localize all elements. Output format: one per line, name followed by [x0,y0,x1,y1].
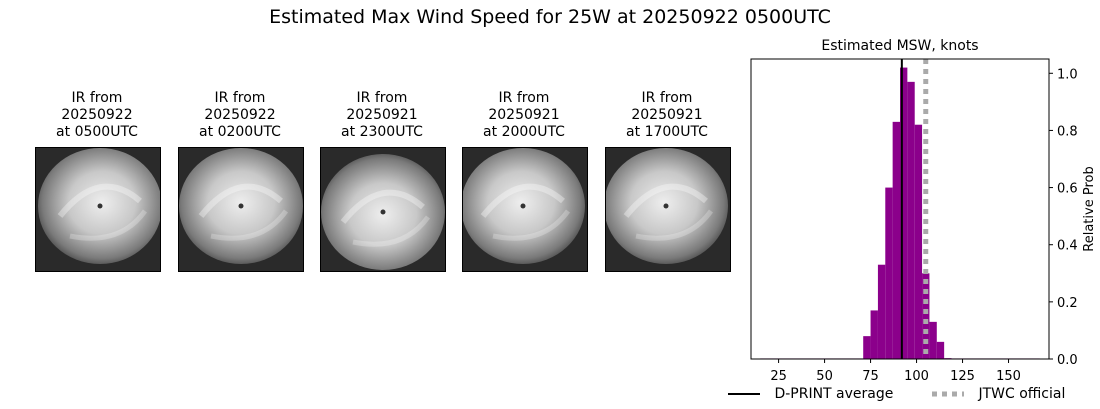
y-tick-label: 0.6 [1057,182,1078,197]
ir-caption: IR from 20250921 at 2000UTC [459,90,589,141]
histogram-bar [936,341,945,359]
legend-dprint-label: D-PRINT average [774,386,894,402]
x-tick-label: 100 [904,369,929,384]
histogram-bar [907,81,915,359]
histogram-bar [870,310,878,359]
x-tick-label: 125 [950,369,975,384]
histogram-bar [885,187,893,359]
legend-jtwc: JTWC official [932,386,1065,402]
ir-caption-line: IR from [498,90,550,106]
ir-caption-line: at 2000UTC [483,124,565,140]
ir-caption-line: 20250922 [61,107,133,123]
legend-dprint-swatch [728,393,760,395]
typhoon-cloud-icon [321,148,445,271]
plot-frame [750,58,1050,360]
x-tick-label: 25 [770,369,787,384]
legend-dprint: D-PRINT average [728,386,893,402]
legend-jtwc-label: JTWC official [978,386,1066,402]
x-tick-label: 150 [996,369,1021,384]
ir-caption-line: 20250921 [488,107,560,123]
y-tick-label: 0.8 [1057,124,1078,139]
chart-title: Estimated MSW, knots [821,38,978,54]
ir-satellite-image [35,147,161,272]
x-tick-label: 50 [816,369,833,384]
ir-caption-line: at 0500UTC [56,124,138,140]
histogram-bar [892,121,900,359]
typhoon-cloud-icon [463,148,587,271]
ir-satellite-image [178,147,304,272]
y-axis-label: Relative Prob [1082,166,1097,251]
histogram-bar [929,321,937,359]
ir-satellite-image [320,147,446,272]
y-tick-label: 0.4 [1057,239,1078,254]
y-tick-label: 1.0 [1057,67,1078,82]
ir-caption-line: at 1700UTC [626,124,708,140]
ir-caption: IR from 20250922 at 0500UTC [32,90,162,141]
ir-caption: IR from 20250922 at 0200UTC [175,90,305,141]
ir-caption-line: 20250921 [346,107,418,123]
ir-satellite-image [462,147,588,272]
typhoon-cloud-icon [36,148,160,271]
ir-caption-line: IR from [214,90,266,106]
figure-title: Estimated Max Wind Speed for 25W at 2025… [269,6,831,28]
histogram-bar [877,264,886,359]
ir-caption-line: 20250922 [204,107,276,123]
typhoon-cloud-icon [606,148,730,271]
ir-caption-line: IR from [356,90,408,106]
histogram-bar [922,273,930,359]
y-tick-label: 0.0 [1057,353,1078,368]
legend-jtwc-swatch [932,391,964,397]
ir-caption: IR from 20250921 at 1700UTC [602,90,732,141]
ir-satellite-image [605,147,731,272]
histogram-bar [914,124,923,359]
ir-caption-line: at 0200UTC [199,124,281,140]
y-tick-label: 0.2 [1057,296,1078,311]
histogram-bar [900,67,908,360]
ir-caption-line: IR from [71,90,123,106]
ir-caption: IR from 20250921 at 2300UTC [317,90,447,141]
histogram-bar [863,336,871,359]
typhoon-cloud-icon [179,148,303,271]
ir-caption-line: at 2300UTC [341,124,423,140]
ir-caption-line: IR from [641,90,693,106]
x-tick-label: 75 [862,369,879,384]
ir-caption-line: 20250921 [631,107,703,123]
